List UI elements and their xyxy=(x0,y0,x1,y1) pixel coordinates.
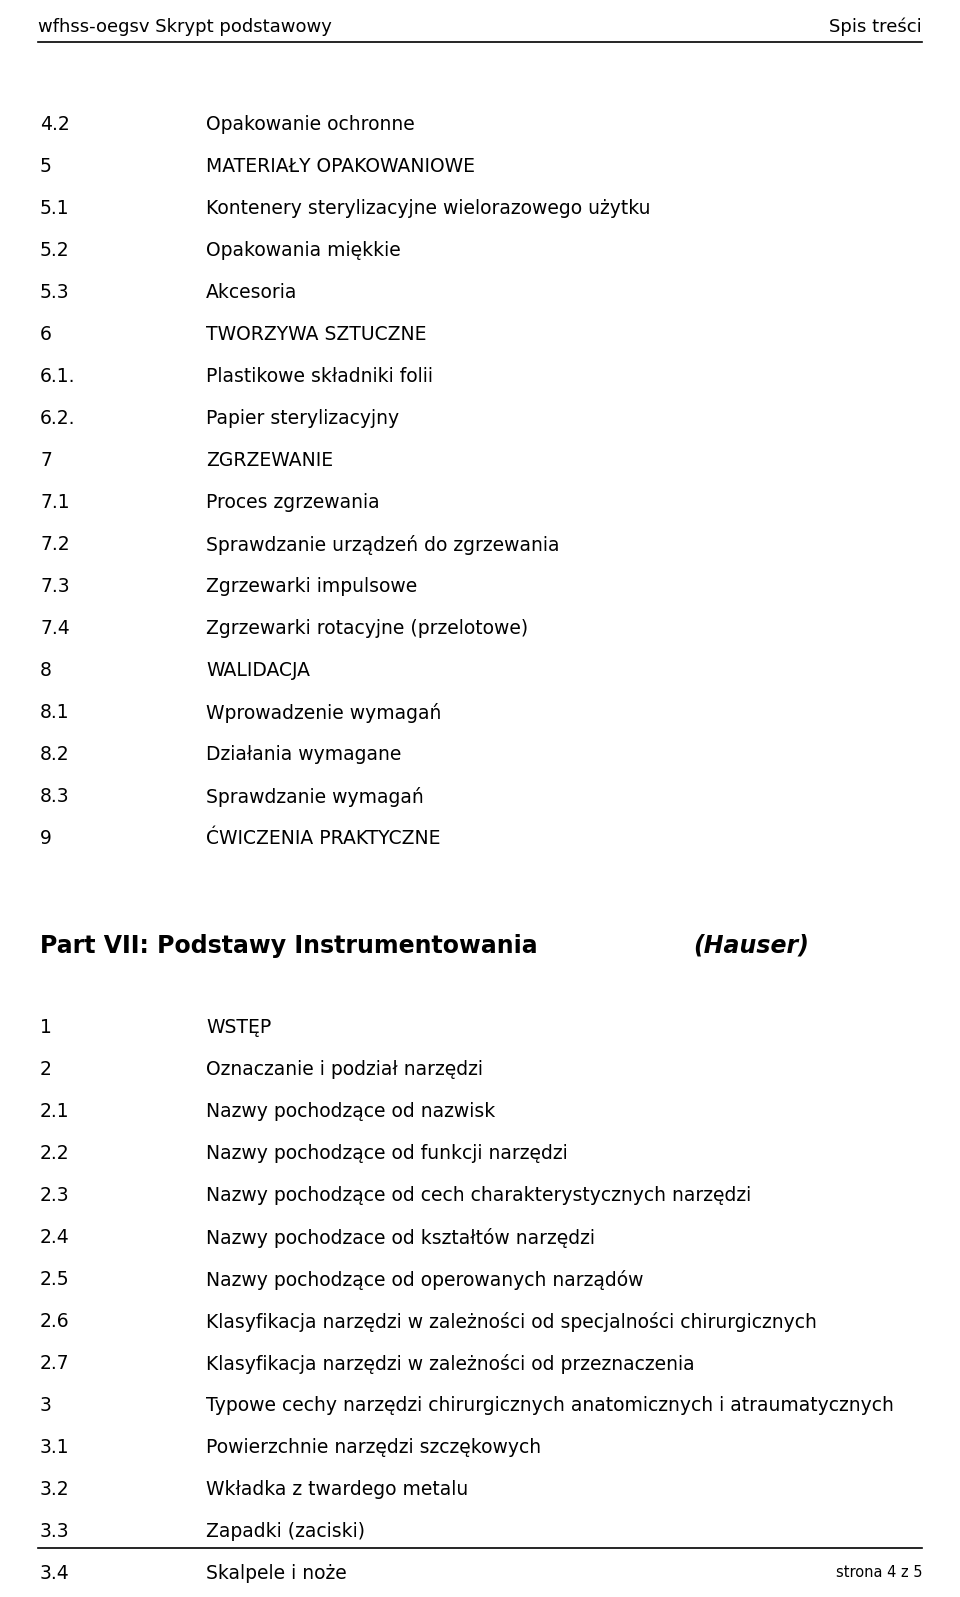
Text: Nazwy pochodzace od kształtów narzędzi: Nazwy pochodzace od kształtów narzędzi xyxy=(206,1228,595,1247)
Text: 4.2: 4.2 xyxy=(40,115,70,134)
Text: 7.3: 7.3 xyxy=(40,577,70,596)
Text: 2: 2 xyxy=(40,1060,52,1080)
Text: Nazwy pochodzące od operowanych narządów: Nazwy pochodzące od operowanych narządów xyxy=(206,1270,643,1290)
Text: 9: 9 xyxy=(40,829,52,848)
Text: 8: 8 xyxy=(40,661,52,680)
Text: Papier sterylizacyjny: Papier sterylizacyjny xyxy=(206,409,399,428)
Text: 6: 6 xyxy=(40,326,52,343)
Text: Opakowanie ochronne: Opakowanie ochronne xyxy=(206,115,415,134)
Text: Kontenery sterylizacyjne wielorazowego użytku: Kontenery sterylizacyjne wielorazowego u… xyxy=(206,200,651,219)
Text: ZGRZEWANIE: ZGRZEWANIE xyxy=(206,450,333,470)
Text: 2.1: 2.1 xyxy=(40,1102,70,1121)
Text: 6.1.: 6.1. xyxy=(40,367,76,386)
Text: 2.6: 2.6 xyxy=(40,1313,70,1330)
Text: wfhss-oegsv Skrypt podstawowy: wfhss-oegsv Skrypt podstawowy xyxy=(38,18,332,37)
Text: 3.3: 3.3 xyxy=(40,1522,70,1541)
Text: 7.2: 7.2 xyxy=(40,535,70,554)
Text: TWORZYWA SZTUCZNE: TWORZYWA SZTUCZNE xyxy=(206,326,426,343)
Text: 8.1: 8.1 xyxy=(40,703,70,722)
Text: Wkładka z twardego metalu: Wkładka z twardego metalu xyxy=(206,1480,468,1500)
Text: ĆWICZENIA PRAKTYCZNE: ĆWICZENIA PRAKTYCZNE xyxy=(206,829,441,848)
Text: Klasyfikacja narzędzi w zależności od specjalności chirurgicznych: Klasyfikacja narzędzi w zależności od sp… xyxy=(206,1313,817,1332)
Text: 8.3: 8.3 xyxy=(40,787,70,806)
Text: 2.4: 2.4 xyxy=(40,1228,70,1247)
Text: MATERIAŁY OPAKOWANIOWE: MATERIAŁY OPAKOWANIOWE xyxy=(206,157,475,176)
Text: Part VII: Podstawy Instrumentowania: Part VII: Podstawy Instrumentowania xyxy=(40,934,546,958)
Text: 5.2: 5.2 xyxy=(40,241,70,260)
Text: Oznaczanie i podział narzędzi: Oznaczanie i podział narzędzi xyxy=(206,1060,483,1080)
Text: 5.1: 5.1 xyxy=(40,200,70,219)
Text: Sprawdzanie wymagań: Sprawdzanie wymagań xyxy=(206,787,423,806)
Text: Nazwy pochodzące od cech charakterystycznych narzędzi: Nazwy pochodzące od cech charakterystycz… xyxy=(206,1187,752,1206)
Text: 3.4: 3.4 xyxy=(40,1563,70,1583)
Text: (Hauser): (Hauser) xyxy=(693,934,808,958)
Text: 3.2: 3.2 xyxy=(40,1480,70,1500)
Text: strona 4 z 5: strona 4 z 5 xyxy=(835,1565,922,1579)
Text: WALIDACJA: WALIDACJA xyxy=(206,661,310,680)
Text: Opakowania miękkie: Opakowania miękkie xyxy=(206,241,400,260)
Text: Skalpele i noże: Skalpele i noże xyxy=(206,1563,347,1583)
Text: Nazwy pochodzące od funkcji narzędzi: Nazwy pochodzące od funkcji narzędzi xyxy=(206,1143,567,1163)
Text: Typowe cechy narzędzi chirurgicznych anatomicznych i atraumatycznych: Typowe cechy narzędzi chirurgicznych ana… xyxy=(206,1396,894,1415)
Text: 8.2: 8.2 xyxy=(40,744,70,763)
Text: 7: 7 xyxy=(40,450,52,470)
Text: 7.4: 7.4 xyxy=(40,620,70,637)
Text: Zgrzewarki impulsowe: Zgrzewarki impulsowe xyxy=(206,577,418,596)
Text: 7.1: 7.1 xyxy=(40,493,70,513)
Text: Sprawdzanie urządzeń do zgrzewania: Sprawdzanie urządzeń do zgrzewania xyxy=(206,535,560,556)
Text: 3.1: 3.1 xyxy=(40,1437,70,1456)
Text: Zgrzewarki rotacyjne (przelotowe): Zgrzewarki rotacyjne (przelotowe) xyxy=(206,620,528,637)
Text: 3: 3 xyxy=(40,1396,52,1415)
Text: 1: 1 xyxy=(40,1017,52,1036)
Text: Akcesoria: Akcesoria xyxy=(206,283,298,302)
Text: Klasyfikacja narzędzi w zależności od przeznaczenia: Klasyfikacja narzędzi w zależności od pr… xyxy=(206,1354,695,1373)
Text: Wprowadzenie wymagań: Wprowadzenie wymagań xyxy=(206,703,442,723)
Text: Spis treści: Spis treści xyxy=(829,18,922,37)
Text: Działania wymagane: Działania wymagane xyxy=(206,744,401,763)
Text: Nazwy pochodzące od nazwisk: Nazwy pochodzące od nazwisk xyxy=(206,1102,495,1121)
Text: 2.2: 2.2 xyxy=(40,1143,70,1163)
Text: Proces zgrzewania: Proces zgrzewania xyxy=(206,493,379,513)
Text: 2.3: 2.3 xyxy=(40,1187,70,1206)
Text: 5: 5 xyxy=(40,157,52,176)
Text: 6.2.: 6.2. xyxy=(40,409,76,428)
Text: 5.3: 5.3 xyxy=(40,283,70,302)
Text: WSTĘP: WSTĘP xyxy=(206,1017,272,1036)
Text: Plastikowe składniki folii: Plastikowe składniki folii xyxy=(206,367,433,386)
Text: Powierzchnie narzędzi szczękowych: Powierzchnie narzędzi szczękowych xyxy=(206,1437,541,1456)
Text: 2.7: 2.7 xyxy=(40,1354,70,1373)
Text: 2.5: 2.5 xyxy=(40,1270,70,1289)
Text: Zapadki (zaciski): Zapadki (zaciski) xyxy=(206,1522,365,1541)
